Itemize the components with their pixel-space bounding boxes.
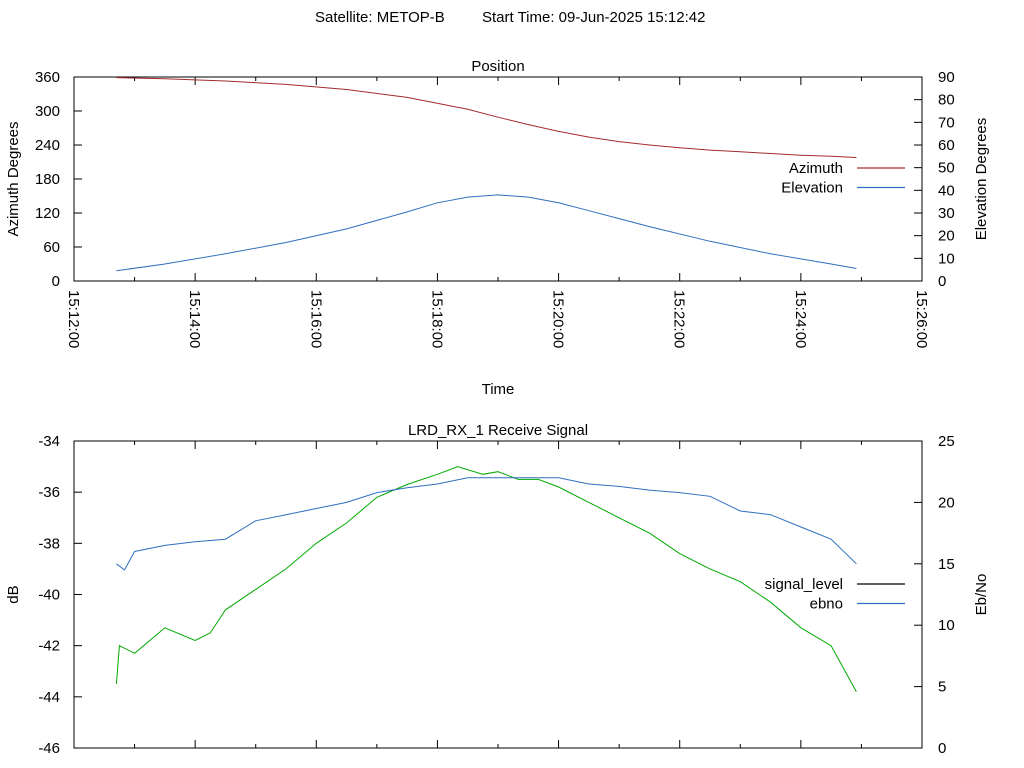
position-title: Position xyxy=(471,58,524,75)
receive-signal-y-tick-label: -44 xyxy=(38,689,60,706)
position-y-tick-label: 60 xyxy=(43,239,60,256)
receive-signal-legend-label: signal_level xyxy=(765,576,843,593)
receive-signal-plot-frame xyxy=(73,440,923,749)
position-x-tick-label: 15:26:00 xyxy=(913,290,930,348)
position-legend-label: Elevation xyxy=(781,180,843,197)
position-x-tick-label: 15:16:00 xyxy=(307,290,324,348)
position-y2-tick-label: 30 xyxy=(938,205,955,222)
position-y-tick-label: 180 xyxy=(35,171,60,188)
receive-signal-y2-tick-label: 25 xyxy=(938,433,955,450)
receive-signal-y-tick-label: -46 xyxy=(38,740,60,757)
receive-signal-series-ebno xyxy=(116,477,857,571)
receive-signal-y2-tick-label: 10 xyxy=(938,617,955,634)
position-y-tick-label: 0 xyxy=(52,273,60,290)
position-x-tick-label: 15:22:00 xyxy=(671,290,688,348)
receive-signal-legend-label: ebno xyxy=(810,596,843,613)
receive-signal-y-tick-label: -38 xyxy=(38,535,60,552)
position-y2-tick-label: 70 xyxy=(938,114,955,131)
receive-signal-y2-tick-label: 5 xyxy=(938,679,946,696)
header-start-time: Start Time: 09-Jun-2025 15:12:42 xyxy=(482,9,706,26)
receive-signal-y2-tick-label: 0 xyxy=(938,740,946,757)
position-y2-tick-label: 90 xyxy=(938,69,955,86)
position-y2-tick-label: 40 xyxy=(938,182,955,199)
position-x-axis-label: Time xyxy=(482,381,515,398)
position-legend-label: Azimuth xyxy=(789,160,843,177)
receive-signal-y-tick-label: -40 xyxy=(38,587,60,604)
position-y-tick-label: 300 xyxy=(35,103,60,120)
position-x-tick-label: 15:12:00 xyxy=(65,290,82,348)
position-y2-tick-label: 80 xyxy=(938,92,955,109)
position-y2-tick-label: 0 xyxy=(938,273,946,290)
position-x-tick-label: 15:18:00 xyxy=(428,290,445,348)
receive-signal-y2-tick-label: 20 xyxy=(938,494,955,511)
position-y-axis-label: Azimuth Degrees xyxy=(5,121,22,236)
position-y2-tick-label: 60 xyxy=(938,137,955,154)
position-series-azimuth xyxy=(116,77,857,158)
position-x-tick-label: 15:14:00 xyxy=(186,290,203,348)
receive-signal-y-tick-label: -34 xyxy=(38,433,60,450)
receive-signal-y2-axis-label: Eb/No xyxy=(973,574,990,616)
receive-signal-series-signal-level xyxy=(115,466,857,692)
position-y2-tick-label: 10 xyxy=(938,250,955,267)
position-y2-tick-label: 20 xyxy=(938,228,955,245)
receive-signal-y2-tick-label: 15 xyxy=(938,556,955,573)
position-y2-axis-label: Elevation Degrees xyxy=(973,118,990,241)
receive-signal-title: LRD_RX_1 Receive Signal xyxy=(408,422,588,439)
position-y-tick-label: 120 xyxy=(35,205,60,222)
receive-signal-y-tick-label: -36 xyxy=(38,484,60,501)
position-y2-tick-label: 50 xyxy=(938,160,955,177)
position-x-tick-label: 15:20:00 xyxy=(550,290,567,348)
header-satellite: Satellite: METOP-B xyxy=(315,9,445,26)
position-y-tick-label: 360 xyxy=(35,69,60,86)
position-x-tick-label: 15:24:00 xyxy=(792,290,809,348)
position-y-tick-label: 240 xyxy=(35,137,60,154)
receive-signal-y-tick-label: -42 xyxy=(38,638,60,655)
position-series-elevation xyxy=(116,194,857,272)
receive-signal-y-axis-label: dB xyxy=(5,585,22,603)
